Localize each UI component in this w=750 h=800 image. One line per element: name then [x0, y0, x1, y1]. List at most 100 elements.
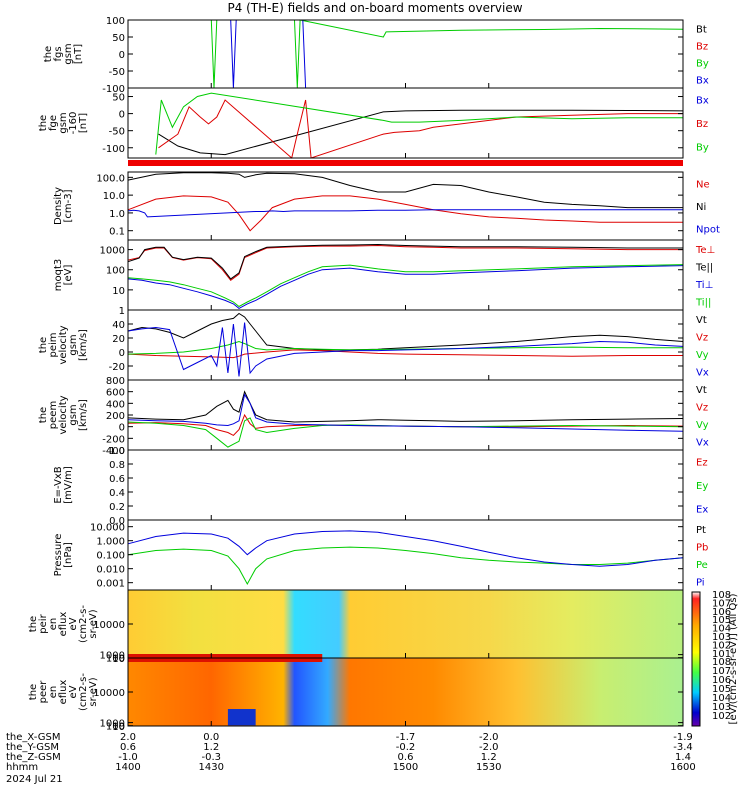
legend-By: By	[696, 142, 709, 153]
legend-Npot: Npot	[696, 225, 720, 236]
legend-Bx: Bx	[696, 96, 709, 107]
y-axis-label-line: peim	[48, 332, 59, 357]
y-axis-label-line: the	[38, 407, 49, 423]
legend-Ni: Ni	[696, 202, 706, 213]
y-axis-label-line: peem	[48, 401, 59, 429]
y-axis-label-line: [nT]	[78, 113, 89, 133]
y-axis-label-line: en	[48, 618, 59, 631]
x-axis-row-value: -3.4	[673, 742, 693, 753]
y-axis-label-line: eV	[68, 617, 79, 630]
colorbar-label-text: [eV/(cm2-s-sr-eV)] (All Qs)	[728, 593, 739, 724]
legend-By: By	[696, 59, 709, 70]
colorbar-tick-label: 102	[712, 711, 731, 722]
y-tick-label: 50	[112, 93, 125, 104]
y-tick-label: 10.0	[103, 191, 125, 202]
y-tick-label: 800	[106, 376, 125, 387]
colorbar-tick-label: 103	[712, 702, 731, 713]
y-tick-label: 0.6	[109, 474, 125, 485]
legend-Vz: Vz	[696, 402, 708, 413]
legend-Vz: Vz	[696, 332, 708, 343]
legend-Vt: Vt	[696, 385, 707, 396]
y-axis-label: the peim velocity gsm [km/s]	[38, 325, 89, 364]
panel-fgs: 100 50 0 -50 -100 the fgs gsm [nT] Bt Bz By Bx	[43, 16, 709, 95]
colorbar-tick-label: 105	[712, 615, 731, 626]
y-axis-label: moqt3 [eV]	[53, 259, 74, 292]
spectrogram-fill	[128, 590, 683, 658]
y-axis-label-line: [km/s]	[78, 399, 89, 431]
x-axis-row-value: 0.6	[120, 742, 136, 753]
y-axis-label: Pressure [nPa]	[53, 534, 74, 577]
series-line-Bt	[158, 109, 684, 156]
y-tick-label: 0.4	[109, 488, 125, 499]
y-axis-label-line: [km/s]	[78, 329, 89, 361]
legend-Bx: Bx	[696, 76, 709, 87]
series-line-Te⊥	[127, 244, 683, 281]
legend-Bz: Bz	[696, 42, 708, 53]
y-axis-label-line: gsm	[68, 334, 79, 355]
panel-density: 100.0 10.0 1.0 0.1 Density [cm-3] Ne Ni Npot	[53, 171, 720, 241]
y-axis-label-line: Density	[53, 187, 64, 225]
y-axis-label-line: peir	[38, 613, 49, 633]
y-tick-label: 1	[119, 306, 125, 317]
x-axis-row-value: -1.9	[673, 732, 693, 743]
x-axis-row-value: 1400	[115, 762, 140, 773]
colorbar-tick-label: 106	[712, 607, 731, 618]
y-axis-label-line: the	[38, 337, 49, 353]
x-axis-row-value: -0.3	[201, 752, 221, 763]
y-tick-label: 10	[112, 654, 125, 665]
series-line-By	[155, 92, 683, 155]
legend-Ne: Ne	[696, 179, 710, 190]
x-axis-row-value: 1.2	[203, 742, 219, 753]
y-tick-label: 0	[119, 110, 125, 121]
panel-peim_velocity: 40 20 0 -20 the peim velocity gsm [km/s] Vt Vz Vy Vx	[38, 309, 709, 381]
colorbar-tick-label: 104	[712, 624, 731, 635]
y-tick-label: 0.010	[96, 565, 125, 576]
y-tick-label: 10	[112, 286, 125, 297]
panel-frame	[127, 449, 684, 521]
series-line-Vt	[127, 390, 684, 423]
y-tick-label: 1000	[100, 651, 125, 662]
series-line-Ti⊥	[127, 265, 684, 309]
legend-Ti⊥: Ti⊥	[695, 280, 713, 291]
y-axis-label-line: the	[43, 46, 54, 62]
series-line-By	[210, 19, 684, 89]
x-axis-row-value: 1500	[393, 762, 418, 773]
y-tick-label: 0.8	[109, 460, 125, 471]
y-tick-label: 0	[119, 348, 125, 359]
x-axis-row-value: -1.0	[118, 752, 138, 763]
y-tick-label: -100	[102, 84, 125, 95]
y-tick-label: 1.0	[109, 209, 125, 220]
x-axis-row-value: -1.7	[396, 732, 416, 743]
y-tick-label: 10	[112, 722, 125, 733]
y-tick-label: -50	[109, 127, 125, 138]
y-axis-label-line: [mV/m]	[63, 466, 74, 504]
y-axis-label-line: Pressure	[53, 534, 64, 577]
page-title: P4 (TH-E) fields and on-board moments ov…	[227, 1, 523, 15]
y-tick-label: -100	[102, 144, 125, 155]
y-axis-label: the peir en eflux eV (cm2-s-sr-eV)	[28, 605, 99, 643]
y-axis-label-line: [eV]	[63, 265, 74, 286]
y-axis-label-line: gsm	[58, 112, 69, 133]
panel-frame	[127, 379, 684, 451]
y-tick-label: 0.1	[109, 227, 125, 238]
colorbar-tick-label: 104	[712, 693, 731, 704]
series-line-Pe	[127, 546, 684, 586]
y-tick-label: -200	[102, 434, 125, 445]
x-axis-row-label: the_Y-GSM	[6, 742, 59, 753]
y-axis-label-line: eflux	[58, 612, 69, 637]
x-axis-row-value: 1600	[670, 762, 695, 773]
y-axis-label-line: (cm2-s-	[78, 605, 89, 643]
y-tick-label: -20	[109, 362, 125, 373]
legend-Vy: Vy	[696, 420, 709, 431]
y-axis-label-line: eV	[68, 685, 79, 698]
series-line-Vz	[127, 413, 684, 437]
x-axis-row-label: hhmm	[6, 762, 38, 773]
series-line-Vz	[127, 349, 683, 359]
y-axis-label-line: sr-eV)	[88, 609, 99, 638]
y-axis-label-line: fgs	[53, 46, 64, 61]
y-axis-label-line: the	[28, 684, 39, 700]
x-axis-row-value: -2.0	[479, 732, 499, 743]
